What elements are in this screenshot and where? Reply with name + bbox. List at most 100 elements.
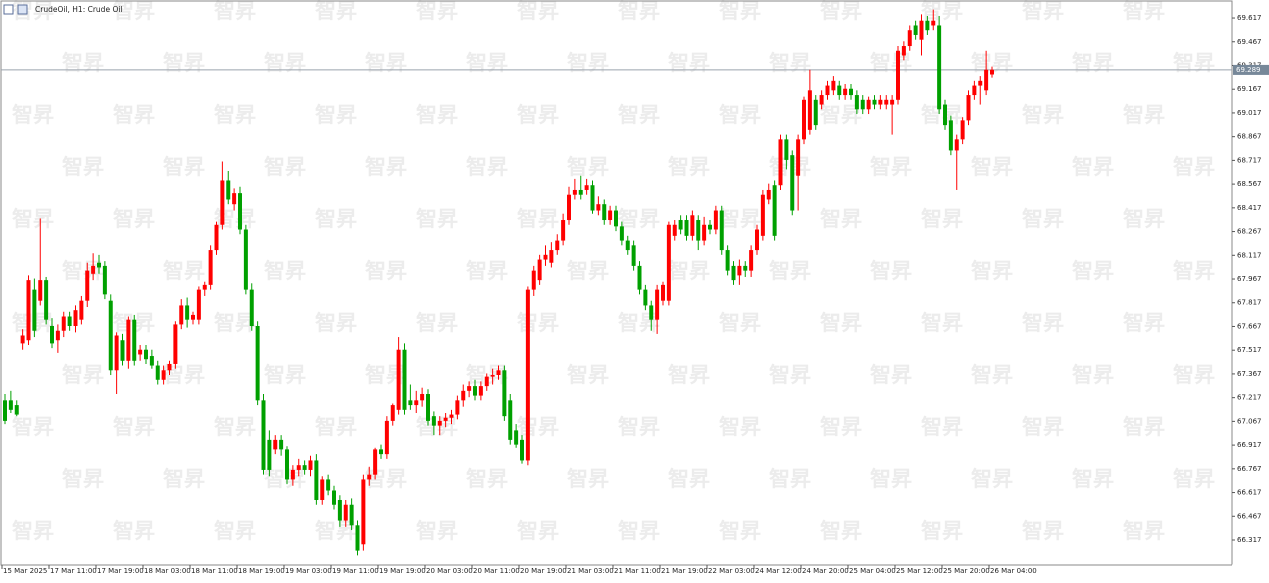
candle-body xyxy=(208,250,213,285)
candle-body xyxy=(26,280,31,341)
candle-body xyxy=(361,479,366,545)
candle-body xyxy=(97,262,101,268)
watermark: 智昇 xyxy=(113,0,155,23)
candle-body xyxy=(20,335,25,344)
watermark: 智昇 xyxy=(921,311,963,335)
candle-body xyxy=(778,139,783,186)
candle-body xyxy=(173,324,178,364)
watermark: 智昇 xyxy=(971,259,1013,283)
watermark: 智昇 xyxy=(769,155,811,179)
watermark: 智昇 xyxy=(416,0,458,23)
watermark: 智昇 xyxy=(416,311,458,335)
y-tick-label: 66.617 xyxy=(1237,489,1262,497)
candle-body xyxy=(508,400,513,440)
watermark: 智昇 xyxy=(12,415,54,439)
candle-body xyxy=(290,469,295,480)
watermark: 智昇 xyxy=(264,259,306,283)
candle-body xyxy=(67,316,72,326)
candle-body xyxy=(890,99,895,105)
candle-body xyxy=(649,305,654,320)
candle-body xyxy=(596,204,601,211)
candle-body xyxy=(825,85,830,96)
watermark: 智昇 xyxy=(719,415,761,439)
candle-body xyxy=(802,99,806,140)
watermark: 智昇 xyxy=(113,103,155,127)
watermark: 智昇 xyxy=(1022,207,1064,231)
watermark: 智昇 xyxy=(719,519,761,543)
candle-body xyxy=(308,460,313,470)
candle-body xyxy=(807,90,812,130)
watermark: 智昇 xyxy=(1123,103,1165,127)
x-tick-label: 25 Mar 12:00 xyxy=(896,567,943,575)
candle-body xyxy=(79,300,84,320)
candle-body xyxy=(584,185,589,190)
candle-body xyxy=(696,220,701,241)
candle-body xyxy=(531,270,536,290)
candle-body xyxy=(437,420,442,426)
candle-body xyxy=(631,245,636,266)
watermark: 智昇 xyxy=(921,415,963,439)
candle-body xyxy=(619,226,624,241)
watermark: 智昇 xyxy=(163,259,205,283)
watermark: 智昇 xyxy=(62,51,104,75)
candle-body xyxy=(179,305,184,325)
candle-body xyxy=(390,405,395,421)
y-tick-label: 67.667 xyxy=(1237,322,1262,330)
watermark: 智昇 xyxy=(214,103,256,127)
watermark: 智昇 xyxy=(315,311,357,335)
candle-body xyxy=(55,330,60,341)
watermark: 智昇 xyxy=(1173,363,1215,387)
watermark: 智昇 xyxy=(769,259,811,283)
candle-body xyxy=(813,99,818,126)
x-tick-label: 24 Mar 20:00 xyxy=(802,567,849,575)
watermark: 智昇 xyxy=(1123,0,1165,23)
watermark: 智昇 xyxy=(517,103,559,127)
candle-body xyxy=(872,99,877,105)
y-tick-label: 67.967 xyxy=(1237,275,1262,283)
candle-body xyxy=(273,439,278,450)
watermark: 智昇 xyxy=(618,207,660,231)
watermark: 智昇 xyxy=(668,467,710,491)
watermark: 智昇 xyxy=(668,51,710,75)
candle-body xyxy=(943,104,947,126)
watermark: 智昇 xyxy=(719,311,761,335)
candle-body xyxy=(149,356,154,366)
watermark: 智昇 xyxy=(214,0,256,23)
candle-body xyxy=(602,204,607,221)
candle-body xyxy=(431,416,436,426)
watermark: 智昇 xyxy=(416,103,458,127)
candle-body xyxy=(449,414,454,418)
current-price-label: 69.289 xyxy=(1236,66,1261,74)
watermark: 智昇 xyxy=(719,207,761,231)
watermark: 智昇 xyxy=(1173,155,1215,179)
watermark: 智昇 xyxy=(264,155,306,179)
candle-body xyxy=(878,99,883,105)
watermark: 智昇 xyxy=(12,207,54,231)
watermark: 智昇 xyxy=(618,0,660,23)
y-tick-label: 68.417 xyxy=(1237,204,1262,212)
candle-body xyxy=(467,386,472,391)
candle-body xyxy=(120,340,125,361)
watermark: 智昇 xyxy=(517,519,559,543)
watermark: 智昇 xyxy=(820,519,862,543)
watermark: 智昇 xyxy=(971,155,1013,179)
candle-body xyxy=(925,20,930,31)
watermark: 智昇 xyxy=(567,51,609,75)
watermark: 智昇 xyxy=(769,51,811,75)
y-tick-label: 67.217 xyxy=(1237,394,1262,402)
candle-body xyxy=(708,224,712,230)
candle-body xyxy=(614,210,618,227)
candle-body xyxy=(355,525,360,551)
candle-body xyxy=(520,439,524,461)
candle-body xyxy=(896,50,900,100)
candle-body xyxy=(238,193,242,230)
y-tick-label: 69.017 xyxy=(1237,109,1262,117)
candle-body xyxy=(3,400,7,421)
watermark: 智昇 xyxy=(315,103,357,127)
watermark: 智昇 xyxy=(618,103,660,127)
candle-body xyxy=(790,155,795,211)
candle-body xyxy=(960,120,965,140)
watermark: 智昇 xyxy=(618,519,660,543)
y-tick-label: 67.817 xyxy=(1237,299,1262,307)
watermark: 智昇 xyxy=(365,51,407,75)
